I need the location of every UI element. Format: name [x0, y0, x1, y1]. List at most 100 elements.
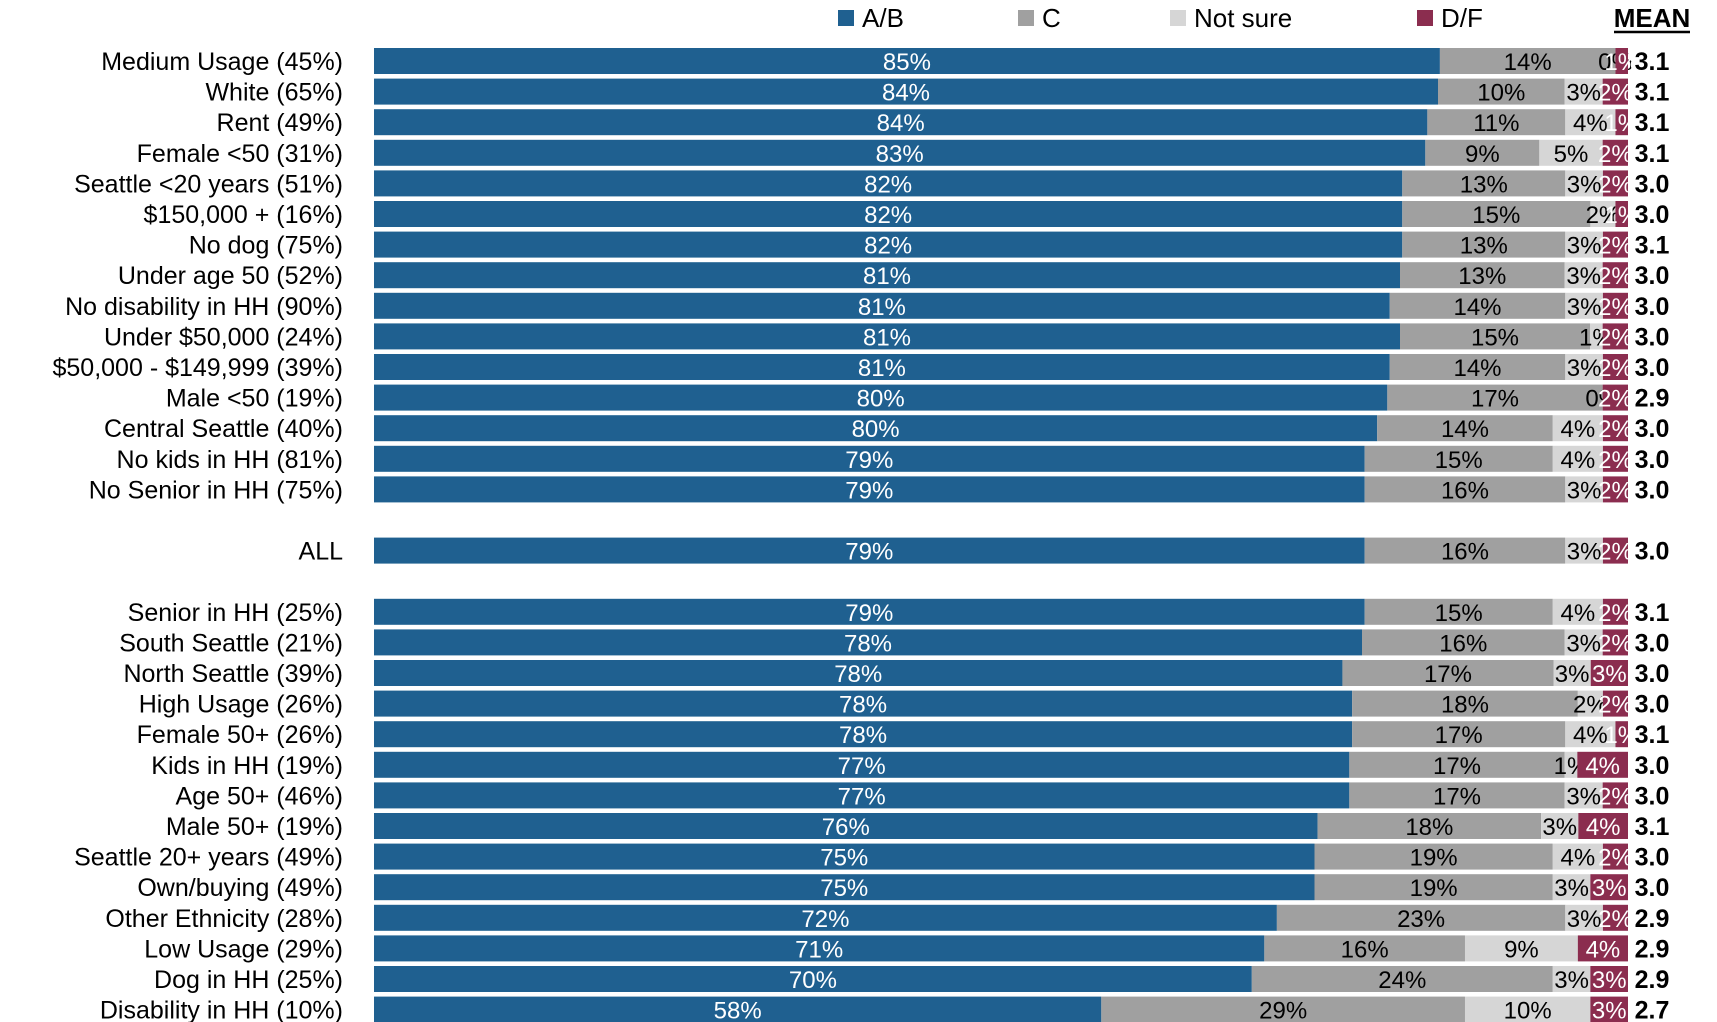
bar-segment-c	[1425, 139, 1540, 166]
data-label: 84%	[882, 80, 930, 107]
data-label: 3%	[1542, 814, 1577, 841]
bar-segment-c	[1101, 996, 1465, 1022]
row-label: Other Ethnicity (28%)	[105, 905, 343, 933]
bar-segment-notsure	[1565, 292, 1603, 319]
bar-segment-ab	[374, 292, 1390, 319]
data-label: 2%	[1598, 355, 1633, 382]
bar-segment-c	[1427, 109, 1566, 136]
data-label: 84%	[877, 110, 925, 137]
bar-segment-notsure	[1552, 445, 1603, 472]
bar-segment-c	[1349, 751, 1565, 778]
bar-segment-ab	[374, 813, 1318, 839]
bar-segment-ab	[374, 48, 1440, 74]
data-label: 82%	[864, 202, 912, 229]
bar-segment-ab	[374, 690, 1353, 717]
data-label: 14%	[1453, 294, 1501, 321]
bar-segment-df	[1602, 782, 1628, 809]
mean-value: 3.1	[1635, 79, 1670, 107]
legend-swatch-1	[1018, 10, 1034, 26]
legend-swatch-0	[838, 10, 854, 26]
data-label: 3%	[1567, 233, 1602, 260]
bar-segment-ab	[374, 201, 1403, 227]
data-label: 76%	[822, 814, 870, 841]
mean-value: 3.1	[1635, 813, 1670, 841]
data-label: 24%	[1378, 967, 1426, 994]
data-label: 81%	[863, 324, 911, 351]
bar-segment-notsure	[1552, 874, 1591, 901]
data-label: 16%	[1441, 539, 1489, 566]
bar-segment-df	[1577, 751, 1628, 778]
data-label: 10%	[1504, 998, 1552, 1022]
bar-segment-notsure	[1590, 201, 1616, 227]
data-label: 80%	[852, 416, 900, 443]
data-label: 4%	[1586, 814, 1621, 841]
bar-segment-notsure	[1565, 231, 1603, 258]
mean-value: 3.0	[1635, 262, 1670, 290]
bar-segment-ab	[374, 660, 1343, 686]
bar-segment-notsure	[1564, 782, 1603, 809]
data-label: 81%	[858, 294, 906, 321]
data-label: 16%	[1341, 936, 1389, 963]
bar-segment-c	[1276, 904, 1566, 931]
data-label: 3%	[1566, 80, 1601, 107]
data-label: 3%	[1567, 355, 1602, 382]
row-label: Medium Usage (45%)	[101, 48, 343, 76]
bar-segment-c	[1264, 935, 1465, 962]
data-label: 3%	[1592, 661, 1627, 688]
bar-segment-c	[1387, 384, 1603, 411]
row-label: Own/buying (49%)	[137, 874, 343, 902]
data-label: 2%	[1586, 202, 1621, 229]
bar-segment-ab	[374, 139, 1426, 166]
bar-segment-df	[1602, 476, 1628, 503]
data-label: 79%	[845, 600, 893, 627]
data-label: 3%	[1554, 967, 1589, 994]
data-label: 4%	[1560, 416, 1595, 443]
mean-value: 3.0	[1635, 415, 1670, 443]
row-label: ALL	[299, 538, 344, 566]
bar-segment-notsure	[1564, 78, 1603, 105]
bar-segment-ab	[374, 476, 1365, 503]
data-label: 17%	[1433, 783, 1481, 810]
data-label: 80%	[857, 386, 905, 413]
data-label: 16%	[1439, 630, 1487, 657]
data-label: 2%	[1598, 906, 1633, 933]
data-label: 11%	[1473, 110, 1519, 137]
bar-segment-ab	[374, 323, 1400, 350]
data-label: 1%	[1604, 202, 1639, 229]
mean-value: 3.0	[1635, 476, 1670, 504]
data-label: 2%	[1598, 263, 1633, 290]
bar-segment-notsure	[1552, 415, 1603, 442]
data-label: 79%	[845, 539, 893, 566]
bar-segment-ab	[374, 170, 1403, 197]
row-label: South Seattle (21%)	[119, 629, 343, 657]
row-label: High Usage (26%)	[139, 691, 343, 719]
bar-segment-df	[1602, 690, 1628, 717]
mean-value: 3.1	[1635, 721, 1670, 749]
bar-segment-ab	[374, 78, 1438, 105]
bar-segment-c	[1352, 690, 1578, 717]
bar-segment-c	[1402, 170, 1566, 197]
bar-segment-ab	[374, 904, 1277, 931]
data-label: 81%	[858, 355, 906, 382]
bar-segment-notsure	[1565, 904, 1603, 931]
bar-segment-c	[1317, 813, 1542, 839]
bar-segment-c	[1402, 201, 1591, 227]
data-label: 3%	[1567, 539, 1602, 566]
bar-segment-notsure	[1564, 629, 1603, 656]
bar-segment-c	[1364, 476, 1566, 503]
mean-value: 3.1	[1635, 232, 1670, 260]
bar-segment-ab	[374, 354, 1390, 380]
bar-segment-ab	[374, 598, 1365, 625]
bar-segment-df	[1602, 292, 1628, 319]
bar-segment-c	[1400, 262, 1565, 289]
bar-segment-notsure	[1564, 751, 1578, 778]
data-label: 2%	[1598, 171, 1633, 198]
row-label: Male <50 (19%)	[166, 385, 343, 413]
data-label: 3%	[1567, 906, 1602, 933]
mean-value: 3.1	[1635, 140, 1670, 168]
bar-segment-c	[1377, 415, 1553, 442]
mean-value: 3.0	[1635, 293, 1670, 321]
data-label: 4%	[1560, 845, 1595, 872]
bar-segment-c	[1402, 231, 1566, 258]
